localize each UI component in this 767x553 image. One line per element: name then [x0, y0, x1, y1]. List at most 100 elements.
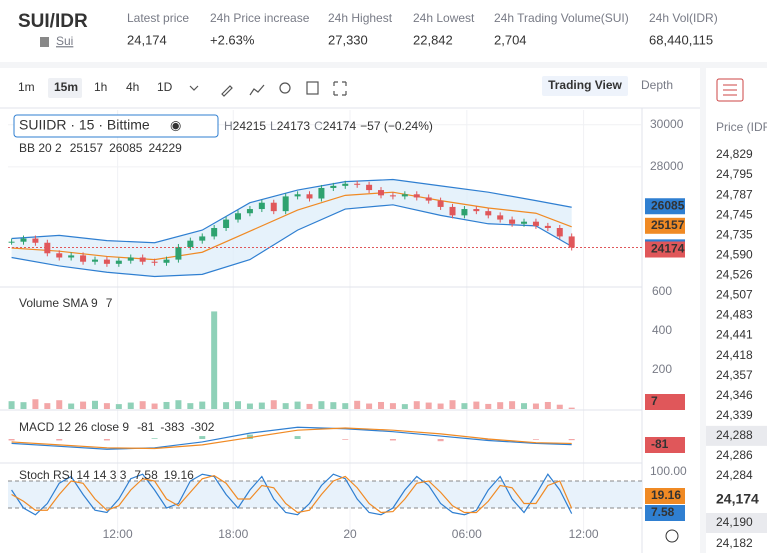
ask-price: 24,357	[716, 368, 753, 382]
volume-bar	[330, 402, 337, 409]
orderbook-panel	[706, 68, 767, 553]
ask-price: 24,418	[716, 348, 753, 362]
x-tick-label: 12:00	[103, 527, 133, 541]
eye-icon: ◉	[170, 117, 181, 132]
macd-histogram	[103, 439, 110, 441]
y-tick-label: 200	[652, 362, 672, 376]
candle	[91, 259, 98, 262]
bb-middle	[11, 191, 572, 261]
volume-bar	[389, 403, 396, 409]
volume-bar	[91, 400, 98, 409]
candle	[127, 257, 134, 261]
save-icon[interactable]	[306, 81, 319, 95]
candle	[389, 195, 396, 197]
ask-price: 24,346	[716, 388, 753, 402]
interval-button[interactable]: 1m	[18, 80, 35, 94]
macd-histogram	[342, 439, 349, 440]
ask-price: 24,829	[716, 147, 753, 161]
macd-histogram	[246, 434, 253, 439]
candle	[318, 187, 325, 199]
orderbook-toggle[interactable]	[716, 78, 744, 102]
x-tick-label: 20	[343, 527, 357, 541]
candle	[330, 185, 337, 188]
interval-button[interactable]: 15m	[54, 80, 78, 94]
volume-bar	[163, 401, 170, 409]
indicator-icon[interactable]	[249, 84, 265, 96]
indicator-value: -302	[190, 420, 214, 434]
stoch-k-badge-bg	[645, 505, 685, 521]
candle	[80, 255, 87, 262]
bb-area	[11, 179, 572, 277]
volume-badge-bg	[645, 394, 685, 410]
candle	[270, 202, 277, 212]
indicator-value: 25157	[70, 141, 104, 155]
volume-bar	[139, 401, 146, 409]
bb-lower	[11, 204, 572, 278]
volume-bar	[103, 403, 110, 409]
settings-button[interactable]	[665, 529, 679, 543]
candle	[32, 238, 39, 243]
macd-histogram	[485, 439, 492, 441]
view-tab[interactable]: Depth	[641, 78, 673, 92]
volume-bar	[509, 401, 516, 409]
interval-button[interactable]: 1D	[157, 80, 173, 94]
volume-bar	[556, 404, 563, 409]
last-price-badge-bg	[645, 241, 685, 258]
ohlc-label: H	[224, 119, 233, 133]
indicator-value: -81	[137, 420, 155, 434]
indicator-label: Volume SMA 9	[19, 296, 98, 310]
candle	[56, 253, 63, 258]
stat-label: 24h Vol(IDR)	[649, 11, 718, 25]
candle	[532, 221, 539, 226]
volume-bar	[354, 400, 361, 409]
macd-signal	[11, 427, 572, 450]
volume-bar	[80, 401, 87, 409]
volume-bar	[175, 400, 182, 409]
draw-icon[interactable]	[221, 85, 233, 97]
coin-link[interactable]: Sui	[56, 34, 73, 48]
y-tick-label: 100.00	[650, 464, 687, 478]
macd-macd	[11, 426, 572, 450]
candle	[235, 213, 242, 220]
bb-middle-badge: 25157	[651, 218, 685, 232]
candle	[568, 236, 575, 248]
fullscreen-icon[interactable]	[333, 81, 347, 96]
settings-icon[interactable]	[279, 82, 291, 94]
x-tick-label: 18:00	[218, 527, 248, 541]
bid-price: 24,182	[716, 536, 753, 550]
candle	[223, 219, 230, 228]
ohlc-label: L	[270, 119, 277, 133]
stat-value: 27,330	[328, 32, 368, 47]
y-tick-label: 30000	[650, 117, 684, 131]
interval-button[interactable]: 4h	[126, 80, 139, 94]
x-tick-label: 12:00	[569, 527, 599, 541]
candle	[449, 206, 456, 216]
dropdown-icon[interactable]	[189, 85, 199, 91]
header-bar	[0, 0, 767, 62]
indicator-value: -383	[160, 420, 184, 434]
macd-badge-bg	[645, 437, 685, 453]
ask-price: 24,787	[716, 187, 753, 201]
toggle-icon	[723, 84, 737, 96]
bb-upper	[11, 178, 572, 244]
change: −57 (−0.24%)	[360, 119, 433, 133]
volume-bar	[8, 401, 15, 409]
volume-bar	[449, 400, 456, 409]
ask-price: 24,507	[716, 288, 753, 302]
interval-active	[48, 78, 82, 98]
y-tick-label: 600	[652, 284, 672, 298]
volume-badge: 7	[651, 394, 658, 408]
ask-price: 24,288	[716, 428, 753, 442]
view-tab[interactable]: Trading View	[548, 78, 622, 92]
ohlc-label: C	[314, 119, 323, 133]
volume-bar	[568, 407, 575, 409]
bid-price: 24,190	[716, 515, 753, 529]
coin-icon	[40, 37, 49, 47]
pair-title: SUI/IDR	[18, 11, 88, 32]
stoch-k	[11, 473, 573, 516]
candle	[509, 219, 516, 224]
volume-bar	[485, 403, 492, 409]
interval-button[interactable]: 1h	[94, 80, 107, 94]
candle	[20, 238, 27, 242]
